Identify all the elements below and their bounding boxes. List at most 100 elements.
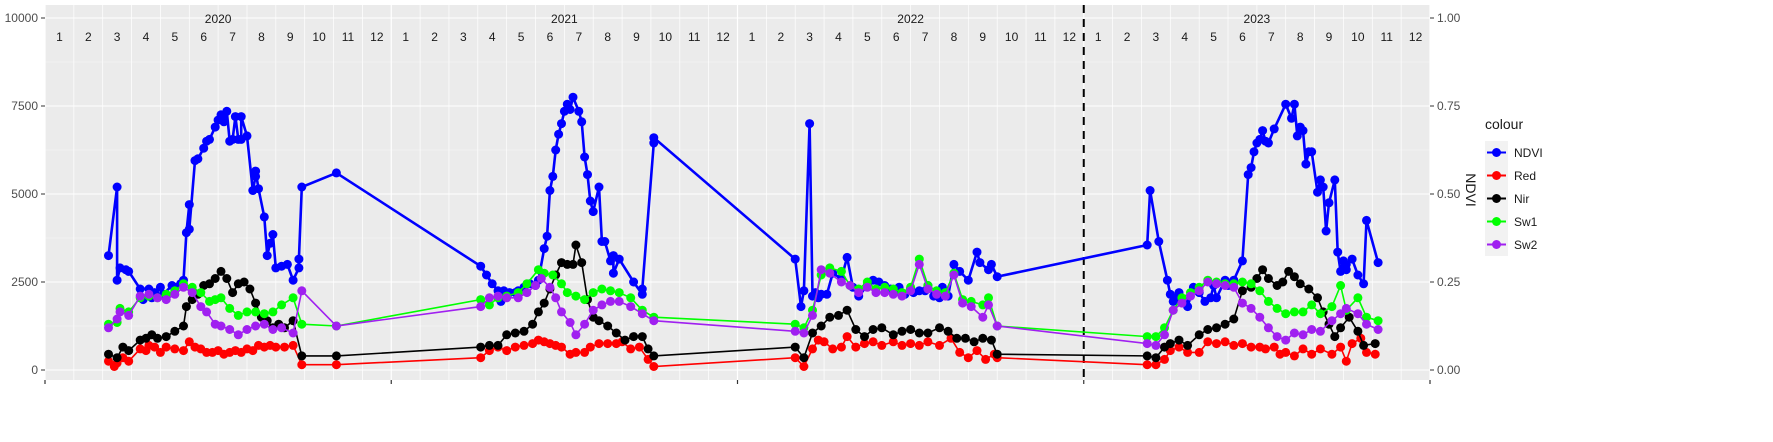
series-red <box>104 332 1380 371</box>
data-point-sw2 <box>958 298 968 308</box>
data-point-sw2 <box>565 318 575 327</box>
data-point-sw2 <box>493 291 503 301</box>
data-point-ndvi <box>487 279 497 289</box>
month-label: 3 <box>806 30 813 44</box>
data-point-ndvi <box>796 302 806 312</box>
month-label: 11 <box>342 30 355 44</box>
data-point-red <box>519 340 529 350</box>
data-point-red <box>557 342 566 352</box>
data-point-red <box>1229 340 1239 350</box>
data-point-nir <box>205 279 214 289</box>
data-point-nir <box>502 330 512 340</box>
data-point-ndvi <box>1333 247 1343 257</box>
data-point-sw1 <box>1237 277 1247 287</box>
data-point-sw1 <box>580 295 590 305</box>
year-label: 2021 <box>551 12 578 26</box>
data-point-ndvi <box>1318 182 1328 192</box>
x-axis <box>44 380 1431 384</box>
data-point-red <box>297 360 307 370</box>
data-point-ndvi <box>972 247 982 257</box>
month-label: 7 <box>1268 30 1275 44</box>
data-point-nir <box>842 305 852 315</box>
month-label: 1 <box>749 30 756 44</box>
data-point-ndvi <box>265 238 275 248</box>
month-label: 10 <box>312 30 326 44</box>
data-point-sw1 <box>562 288 572 298</box>
data-point-ndvi <box>554 129 564 139</box>
data-point-ndvi <box>1347 254 1357 264</box>
data-point-sw2 <box>1160 330 1169 340</box>
data-point-sw2 <box>1168 305 1178 315</box>
month-label: 9 <box>287 30 294 44</box>
data-point-nir <box>816 321 826 331</box>
data-point-sw2 <box>124 310 134 320</box>
data-point-red <box>1220 337 1230 347</box>
data-point-red <box>906 339 916 349</box>
data-point-ndvi <box>608 268 618 278</box>
data-point-sw2 <box>571 330 581 340</box>
data-point-red <box>1281 347 1291 357</box>
data-point-nir <box>519 326 529 336</box>
data-point-ndvi <box>975 258 985 268</box>
data-point-ndvi <box>219 117 229 127</box>
data-point-ndvi <box>184 200 194 210</box>
data-point-sw2 <box>202 307 212 317</box>
data-point-ndvi <box>1263 138 1273 148</box>
data-point-sw1 <box>216 293 226 303</box>
month-label: 9 <box>633 30 640 44</box>
data-point-ndvi <box>104 251 113 261</box>
data-point-sw1 <box>1307 300 1317 310</box>
data-point-red <box>580 347 590 357</box>
data-point-red <box>585 342 595 352</box>
month-label: 2 <box>85 30 92 44</box>
data-point-sw1 <box>626 293 636 303</box>
legend-key-point <box>1492 217 1501 226</box>
data-point-sw1 <box>259 309 269 319</box>
data-point-sw1 <box>1142 332 1152 342</box>
month-label: 10 <box>659 30 673 44</box>
data-point-red <box>1174 342 1184 352</box>
data-point-nir <box>877 323 887 333</box>
data-point-red <box>790 353 800 363</box>
data-point-nir <box>1278 277 1288 287</box>
data-point-nir <box>906 325 916 334</box>
data-point-ndvi <box>210 122 220 132</box>
data-point-nir <box>935 323 944 333</box>
data-point-sw2 <box>242 325 252 334</box>
data-point-ndvi <box>124 266 134 276</box>
data-point-nir <box>577 258 587 268</box>
month-label: 7 <box>922 30 929 44</box>
month-label: 2 <box>431 30 438 44</box>
data-point-red <box>1194 347 1204 357</box>
data-point-sw1 <box>196 288 206 298</box>
data-point-sw2 <box>614 296 624 306</box>
data-point-ndvi <box>236 112 246 122</box>
data-point-nir <box>1295 279 1305 289</box>
data-point-sw1 <box>588 288 598 298</box>
data-point-sw1 <box>242 307 252 317</box>
data-point-sw1 <box>484 300 494 310</box>
data-point-nir <box>603 321 613 331</box>
data-point-ndvi <box>1362 215 1371 225</box>
data-point-nir <box>245 284 255 294</box>
data-point-sw1 <box>225 303 235 313</box>
data-point-sw2 <box>1203 277 1213 287</box>
left-y-axis: 0 2500 5000 7500 10000 <box>5 11 45 377</box>
data-point-sw2 <box>476 302 486 312</box>
data-point-ndvi <box>1313 187 1322 197</box>
data-point-nir <box>1370 339 1380 349</box>
data-point-nir <box>216 266 226 276</box>
data-point-ndvi <box>193 154 203 164</box>
data-point-sw2 <box>1255 312 1265 322</box>
data-point-red <box>1336 342 1346 352</box>
data-point-nir <box>1151 353 1161 363</box>
data-point-nir <box>1313 293 1322 303</box>
data-point-ndvi <box>222 106 232 116</box>
data-point-red <box>923 337 933 347</box>
data-point-nir <box>222 274 232 283</box>
data-point-sw1 <box>1336 281 1346 290</box>
legend-item-sw2: Sw2 <box>1485 233 1538 256</box>
data-point-nir <box>860 332 869 342</box>
data-point-sw2 <box>888 289 898 299</box>
